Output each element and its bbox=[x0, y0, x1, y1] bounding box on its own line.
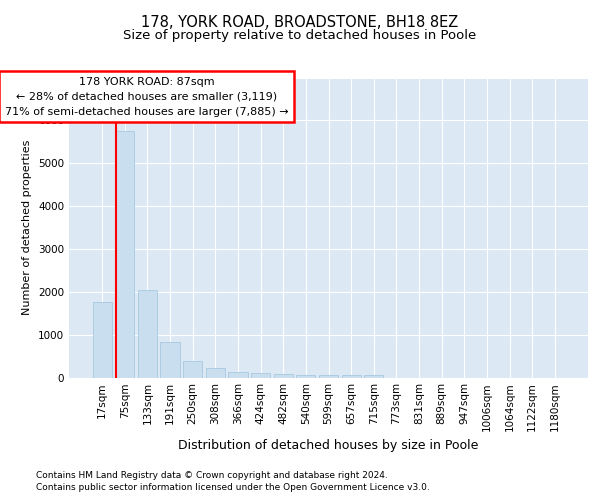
Text: 178 YORK ROAD: 87sqm
← 28% of detached houses are smaller (3,119)
71% of semi-de: 178 YORK ROAD: 87sqm ← 28% of detached h… bbox=[5, 77, 288, 116]
Y-axis label: Number of detached properties: Number of detached properties bbox=[22, 140, 32, 315]
Bar bbox=[92, 302, 112, 378]
Text: Contains public sector information licensed under the Open Government Licence v3: Contains public sector information licen… bbox=[36, 482, 430, 492]
Bar bbox=[183, 361, 202, 378]
Bar bbox=[364, 376, 383, 378]
Bar bbox=[319, 375, 338, 378]
Bar bbox=[251, 373, 270, 378]
Bar bbox=[274, 374, 293, 378]
X-axis label: Distribution of detached houses by size in Poole: Distribution of detached houses by size … bbox=[178, 440, 479, 452]
Text: Contains HM Land Registry data © Crown copyright and database right 2024.: Contains HM Land Registry data © Crown c… bbox=[36, 472, 388, 480]
Bar bbox=[138, 290, 157, 378]
Bar bbox=[115, 131, 134, 378]
Text: Size of property relative to detached houses in Poole: Size of property relative to detached ho… bbox=[124, 30, 476, 43]
Bar bbox=[296, 374, 316, 378]
Bar bbox=[206, 368, 225, 378]
Bar bbox=[341, 376, 361, 378]
Bar bbox=[229, 372, 248, 378]
Text: 178, YORK ROAD, BROADSTONE, BH18 8EZ: 178, YORK ROAD, BROADSTONE, BH18 8EZ bbox=[142, 15, 458, 30]
Bar bbox=[160, 342, 180, 378]
